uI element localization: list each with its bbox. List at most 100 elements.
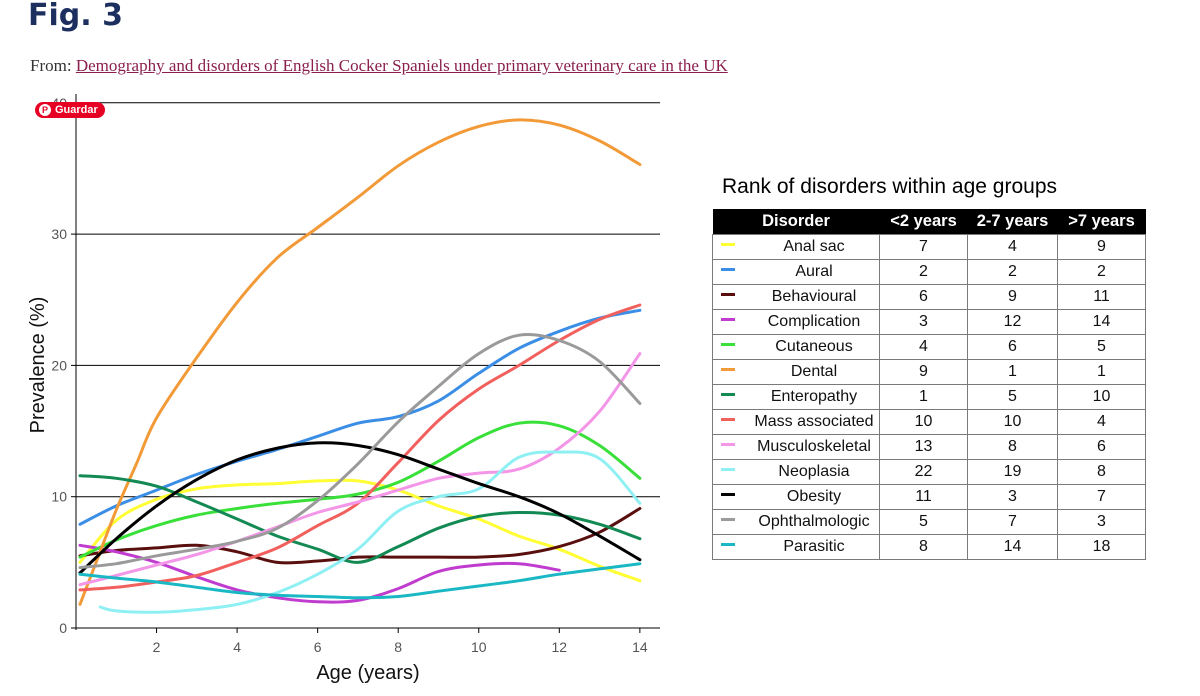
legend-swatch [721,343,735,347]
disorder-cell: Cutaneous [712,334,880,360]
header-disorder: Disorder [712,209,880,235]
rank-under-2: 11 [879,484,968,510]
disorder-name: Anal sac [783,238,845,255]
disorder-name: Obesity [786,488,842,505]
rank-2-7: 12 [967,309,1058,335]
rank-under-2: 8 [879,534,968,560]
rank-over-7: 2 [1057,259,1146,285]
y-tick-label: 20 [51,357,67,373]
table-row: Behavioural 6 9 11 [712,284,1146,310]
rank-2-7: 14 [967,534,1058,560]
disorder-cell: Behavioural [712,284,880,310]
legend-swatch [721,268,735,272]
table-row: Mass associated 10 10 4 [712,409,1146,435]
rank-2-7: 3 [967,484,1058,510]
disorder-cell: Mass associated [712,409,880,435]
rank-over-7: 1 [1057,359,1146,385]
disorder-cell: Enteropathy [712,384,880,410]
legend-swatch [721,543,735,547]
rank-over-7: 3 [1057,509,1146,535]
disorder-name: Aural [795,263,833,280]
save-pin-label: Guardar [55,104,98,116]
table-row: Aural 2 2 2 [712,259,1146,285]
series-line-complication [78,543,561,604]
rank-under-2: 2 [879,259,968,285]
disorder-cell: Obesity [712,484,880,510]
rank-over-7: 7 [1057,484,1146,510]
rank-2-7: 19 [967,459,1058,485]
header-2-7: 2-7 years [967,209,1058,235]
rank-over-7: 14 [1057,309,1146,335]
rank-over-7: 5 [1057,334,1146,360]
rank-2-7: 7 [967,509,1058,535]
table-row: Ophthalmologic 5 7 3 [712,509,1146,535]
table-row: Cutaneous 4 6 5 [712,334,1146,360]
table-row: Neoplasia 22 19 8 [712,459,1146,485]
rank-2-7: 10 [967,409,1058,435]
rank-under-2: 22 [879,459,968,485]
disorder-name: Parasitic [783,538,845,555]
rank-under-2: 7 [879,234,968,260]
table-row: Complication 3 12 14 [712,309,1146,335]
rank-over-7: 9 [1057,234,1146,260]
from-label: From: [30,56,72,75]
disorder-cell: Parasitic [712,534,880,560]
disorder-name: Enteropathy [770,388,858,405]
series-line-enteropathy [78,474,642,564]
legend-swatch [721,393,735,397]
rank-2-7: 4 [967,234,1058,260]
disorder-name: Cutaneous [775,338,853,355]
series-line-obesity [78,441,642,575]
rank-over-7: 6 [1057,434,1146,460]
series-line-anal-sac [78,478,642,583]
x-tick-label: 6 [314,639,322,655]
rank-under-2: 13 [879,434,968,460]
disorder-cell: Aural [712,259,880,285]
rank-2-7: 9 [967,284,1058,310]
x-tick-label: 8 [394,639,402,655]
series-line-behavioural [78,507,642,565]
rank-under-2: 10 [879,409,968,435]
table-row: Musculoskeletal 13 8 6 [712,434,1146,460]
header-under-2: <2 years [879,209,968,235]
table-row: Obesity 11 3 7 [712,484,1146,510]
x-tick-label: 2 [153,639,161,655]
series-line-parasitic [78,562,642,600]
x-tick-label: 12 [552,639,568,655]
legend-swatch [721,518,735,522]
series-line-neoplasia [98,450,642,614]
rank-under-2: 4 [879,334,968,360]
figure-source: From: Demography and disorders of Englis… [30,56,728,76]
rank-table-header: Disorder <2 years 2-7 years >7 years [712,209,1146,235]
rank-over-7: 11 [1057,284,1146,310]
table-row: Enteropathy 1 5 10 [712,384,1146,410]
disorder-name: Dental [790,363,838,380]
rank-over-7: 10 [1057,384,1146,410]
disorder-cell: Musculoskeletal [712,434,880,460]
y-tick-label: 30 [51,226,67,242]
rank-under-2: 6 [879,284,968,310]
rank-under-2: 5 [879,509,968,535]
rank-over-7: 8 [1057,459,1146,485]
x-tick-label: 4 [233,639,241,655]
rank-2-7: 1 [967,359,1058,385]
disorder-name: Mass associated [754,413,874,430]
rank-2-7: 6 [967,334,1058,360]
legend-swatch [721,243,735,247]
disorder-cell: Anal sac [712,234,880,260]
source-article-link[interactable]: Demography and disorders of English Cock… [75,56,728,75]
rank-over-7: 4 [1057,409,1146,435]
legend-swatch [721,443,735,447]
disorder-cell: Neoplasia [712,459,880,485]
legend-swatch [721,493,735,497]
rank-over-7: 18 [1057,534,1146,560]
table-row: Parasitic 8 14 18 [712,534,1146,560]
x-tick-label: 14 [632,639,648,655]
pinterest-icon: P [39,104,51,116]
series-line-ophthalmologic [78,332,642,570]
y-tick-label: 10 [51,489,67,505]
save-pin-button[interactable]: P Guardar [35,102,105,118]
rank-table: Disorder <2 years 2-7 years >7 years Ana… [712,209,1146,560]
disorder-name: Neoplasia [778,463,850,480]
